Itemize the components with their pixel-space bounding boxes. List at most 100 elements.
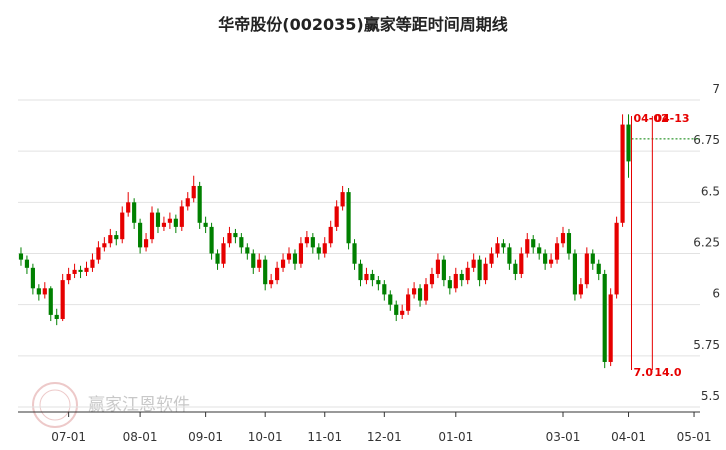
- x-tick-label: 04-01: [611, 430, 646, 444]
- candle-body: [173, 218, 178, 227]
- candle-body: [400, 310, 405, 315]
- candle-body: [84, 267, 89, 272]
- candle-body: [298, 243, 304, 264]
- candle-body: [191, 185, 196, 199]
- candle-body: [30, 267, 35, 289]
- candle-body: [543, 253, 548, 264]
- candle-body: [304, 237, 309, 244]
- x-tick-label: 12-01: [367, 430, 402, 444]
- candle-body: [280, 259, 286, 268]
- candle-body: [370, 273, 375, 281]
- candle-body: [560, 233, 566, 244]
- candle-body: [233, 233, 238, 238]
- candle-body: [54, 314, 59, 319]
- chart-title: 华帝股份(002035)赢家等距时间周期线: [218, 15, 507, 34]
- candle-body: [66, 273, 71, 281]
- candle-body: [227, 233, 232, 244]
- candle-body: [132, 202, 137, 223]
- candle-body: [126, 202, 131, 213]
- candle-body: [566, 233, 572, 254]
- candle-body: [376, 280, 381, 285]
- candle-body: [382, 284, 387, 295]
- candle-body: [102, 243, 107, 248]
- candle-body: [477, 259, 482, 281]
- x-tick-label: 10-01: [248, 430, 283, 444]
- candle-body: [48, 288, 53, 315]
- candle-body: [596, 263, 601, 274]
- y-tick-label: 7: [712, 82, 720, 96]
- candle-body: [578, 284, 583, 295]
- candle-body: [620, 124, 625, 223]
- candle-body: [537, 247, 542, 254]
- cycle-days: 7.0: [634, 366, 654, 379]
- candle-body: [138, 222, 143, 248]
- candle-body: [36, 288, 41, 295]
- candle-body: [167, 218, 172, 223]
- candle-body: [590, 253, 595, 264]
- candle-body: [149, 212, 155, 240]
- candle-body: [459, 273, 464, 281]
- candle-body: [423, 284, 429, 301]
- candle-body: [554, 243, 560, 260]
- candle-body: [602, 273, 607, 362]
- candle-body: [441, 259, 446, 281]
- candle-body: [257, 259, 262, 268]
- candle-body: [72, 269, 77, 274]
- candle-body: [239, 237, 244, 248]
- candle-body: [108, 235, 113, 244]
- candle-body: [120, 212, 125, 240]
- candle-body: [263, 259, 268, 285]
- candle-body: [549, 259, 554, 264]
- candle-body: [161, 222, 167, 227]
- candle-body: [429, 273, 435, 285]
- x-tick-label: 05-01: [677, 430, 712, 444]
- candle-body: [531, 239, 536, 248]
- candle-body: [275, 267, 280, 281]
- candle-body: [310, 237, 315, 248]
- candle-body: [328, 226, 333, 244]
- candle-body: [346, 192, 351, 244]
- x-tick-label: 09-01: [188, 430, 223, 444]
- candle-body: [388, 294, 393, 305]
- candle-body: [417, 288, 423, 301]
- watermark: 赢家江恩软件: [88, 395, 190, 415]
- candle-body: [358, 263, 363, 281]
- candle-body: [495, 243, 500, 254]
- candle-body: [114, 235, 119, 240]
- y-tick-label: 5.75: [693, 338, 720, 352]
- cycle-date: 04-02: [634, 112, 669, 125]
- candle-body: [322, 243, 327, 254]
- candle-body: [584, 253, 589, 285]
- candle-body: [412, 288, 417, 295]
- candle-body: [251, 253, 256, 268]
- candle-body: [352, 243, 357, 264]
- candle-body: [608, 294, 613, 362]
- candle-body: [489, 253, 494, 264]
- candle-body: [364, 273, 369, 281]
- candle-body: [483, 263, 488, 281]
- candle-body: [334, 206, 339, 227]
- candle-body: [179, 206, 184, 227]
- candle-body: [519, 253, 524, 274]
- candle-body: [60, 280, 65, 319]
- candle-body: [501, 243, 506, 248]
- y-tick-label: 6: [712, 287, 720, 301]
- candle-body: [203, 222, 208, 227]
- candle-body: [90, 259, 95, 268]
- candle-body: [143, 239, 149, 248]
- candle-body: [215, 253, 220, 264]
- candle-body: [447, 280, 452, 289]
- candle-body: [209, 226, 214, 254]
- candle-body: [406, 294, 411, 311]
- x-tick-label: 03-01: [546, 430, 581, 444]
- candle-body: [269, 280, 274, 285]
- candle-body: [340, 192, 345, 207]
- candle-body: [465, 267, 470, 281]
- watermark-logo: [32, 382, 78, 428]
- y-tick-label: 6.75: [693, 133, 720, 147]
- candle-body: [292, 253, 298, 264]
- candle-body: [435, 259, 441, 274]
- candle-body: [42, 288, 47, 295]
- candle-body: [286, 253, 292, 260]
